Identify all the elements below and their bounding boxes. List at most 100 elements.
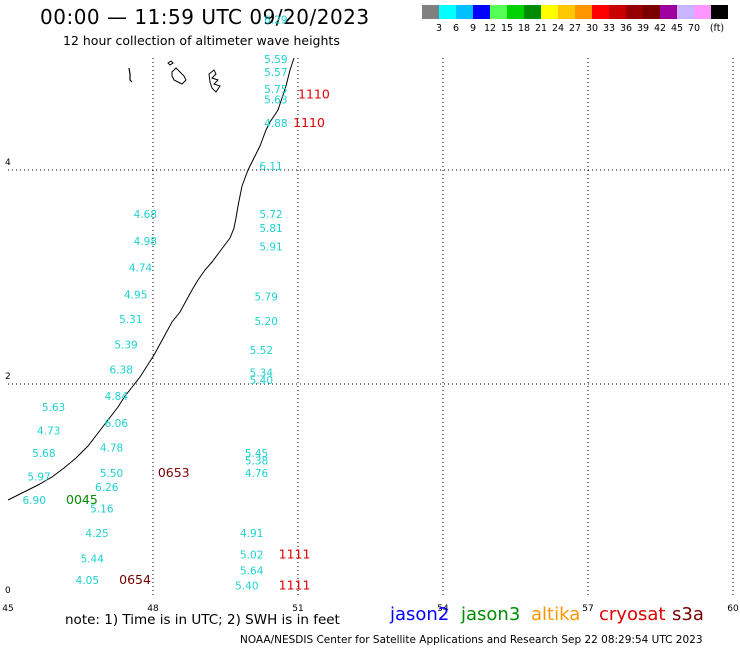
y-tick-label: 2: [5, 372, 11, 382]
wave-height-label: 5.81: [259, 223, 282, 235]
colorbar-swatch: [677, 5, 694, 19]
wave-height-label: 5.52: [250, 345, 273, 357]
map-subtitle: 12 hour collection of altimeter wave hei…: [63, 33, 340, 48]
wave-height-label: 4.05: [76, 575, 99, 587]
wave-height-label: 5.57: [264, 67, 287, 79]
x-tick-label: 57: [582, 604, 593, 614]
coastline-path: [7, 57, 295, 501]
wave-height-label: 5.31: [119, 314, 142, 326]
x-tick-label: 54: [437, 604, 449, 614]
colorbar-swatch: [524, 5, 541, 19]
wave-height-label: 5.64: [240, 565, 264, 577]
wave-height-label: 4.78: [100, 442, 123, 454]
wave-height-label: 4.98: [134, 236, 157, 248]
colorbar-label: 18: [518, 23, 530, 34]
wave-height-label: 5.79: [255, 292, 278, 304]
pass-time-label: 0653: [158, 465, 190, 480]
wave-height-label: 5.40: [235, 580, 258, 592]
island-2: [171, 67, 187, 85]
pass-time-label: 1110: [293, 115, 325, 130]
y-tick-label: 4: [5, 158, 11, 168]
colorbar-label: 15: [501, 23, 513, 34]
axis-labels: 4548515457600246810: [2, 158, 739, 614]
coastline: [7, 57, 295, 501]
legend-altika: altika: [531, 604, 581, 625]
wave-height-label: 6.90: [23, 495, 46, 507]
wave-height-label: 4.74: [129, 263, 153, 275]
pass-time-label: 1110: [298, 86, 330, 101]
wave-height-label: 6.26: [95, 482, 119, 494]
pass-time-label: 1111: [279, 577, 311, 592]
colorbar-label: 21: [535, 23, 547, 34]
wave-height-label: 5.16: [90, 503, 114, 515]
legend-jason3: jason3: [461, 604, 521, 625]
wave-height-label: 6.06: [105, 418, 129, 430]
map-title: 00:00 — 11:59 UTC 09/20/2023: [40, 5, 370, 29]
colorbar-swatch: [473, 5, 490, 19]
pass-time-label: 1111: [279, 546, 311, 561]
wave-height-label: 5.75: [264, 84, 287, 96]
wave-height-label: 4.25: [85, 528, 108, 540]
wave-height-label: 4.68: [134, 209, 157, 221]
colorbar-swatch: [439, 5, 456, 19]
wave-height-label: 4.91: [240, 528, 263, 540]
colorbar-swatch: [490, 5, 507, 19]
wave-height-label: 5.59: [264, 54, 287, 66]
colorbar-swatch: [575, 5, 592, 19]
island-3: [208, 69, 221, 93]
wave-height-label: 5.63: [42, 402, 65, 414]
y-tick-label: 0: [5, 586, 11, 596]
x-tick-label: 51: [292, 604, 303, 614]
wave-height-label: 4.73: [37, 425, 60, 437]
wave-height-label: 5.68: [32, 448, 55, 460]
wave-height-label: 5.34: [250, 368, 274, 380]
island-4: [167, 60, 174, 66]
color-legend: 3 6 9 12 15 18 21 24 27 30 33 36 39 42 45 70 (ft): [422, 5, 728, 34]
legend-s3a: s3a: [672, 604, 704, 625]
colorbar-swatch: [711, 5, 728, 19]
pass-time-label: 0654: [119, 572, 151, 587]
wave-height-label: 5.63: [264, 95, 287, 107]
colorbar-label: 12: [484, 23, 496, 34]
island-1: [128, 67, 133, 83]
colorbar-swatch: [541, 5, 558, 19]
wave-height-label: 4.76: [245, 468, 269, 480]
colorbar-label: 30: [586, 23, 598, 34]
colorbar-label: 27: [569, 23, 581, 34]
colorbar-label: 33: [603, 23, 615, 34]
x-tick-label: 48: [147, 604, 159, 614]
wave-height-label: 4.95: [124, 289, 147, 301]
colorbar-swatch: [592, 5, 609, 19]
wave-height-label: 5.44: [81, 554, 105, 566]
wave-height-label: 5.39: [114, 340, 137, 352]
colorbar-label: 70: [688, 23, 700, 34]
wave-height-label: 5.50: [100, 468, 123, 480]
wave-height-label: 5.40: [250, 375, 273, 387]
colorbar-label: 39: [637, 23, 649, 34]
wave-height-label: 5.20: [255, 316, 278, 328]
colorbar-swatch: [422, 5, 439, 19]
wave-height-label: 5.02: [240, 549, 263, 561]
wave-height-label: 6.38: [110, 364, 133, 376]
colorbar-swatch: [626, 5, 643, 19]
x-tick-label: 60: [727, 604, 739, 614]
colorbar-label: 45: [671, 23, 683, 34]
colorbar-unit: (ft): [710, 23, 724, 34]
colorbar-label: 6: [453, 23, 459, 34]
colorbar-swatch: [456, 5, 473, 19]
colorbar-swatch: [643, 5, 660, 19]
colorbar-swatch: [558, 5, 575, 19]
wave-height-label: 5.91: [259, 241, 282, 253]
wave-height-label: 6.11: [259, 161, 282, 173]
colorbar-label: 3: [436, 23, 442, 34]
footer-credit: NOAA/NESDIS Center for Satellite Applica…: [240, 634, 703, 646]
wave-height-label: 6.29: [264, 14, 287, 26]
colorbar-swatch: [694, 5, 711, 19]
colorbar-swatch: [609, 5, 626, 19]
footer-note: note: 1) Time is in UTC; 2) SWH is in fe…: [65, 612, 340, 628]
wave-height-label: 5.72: [259, 209, 282, 221]
colorbar-label: 42: [654, 23, 666, 34]
wave-height-label: 5.38: [245, 455, 268, 467]
wave-height-observations: 2.6911095.4211095.726.295.595.575.755.63…: [23, 14, 330, 592]
